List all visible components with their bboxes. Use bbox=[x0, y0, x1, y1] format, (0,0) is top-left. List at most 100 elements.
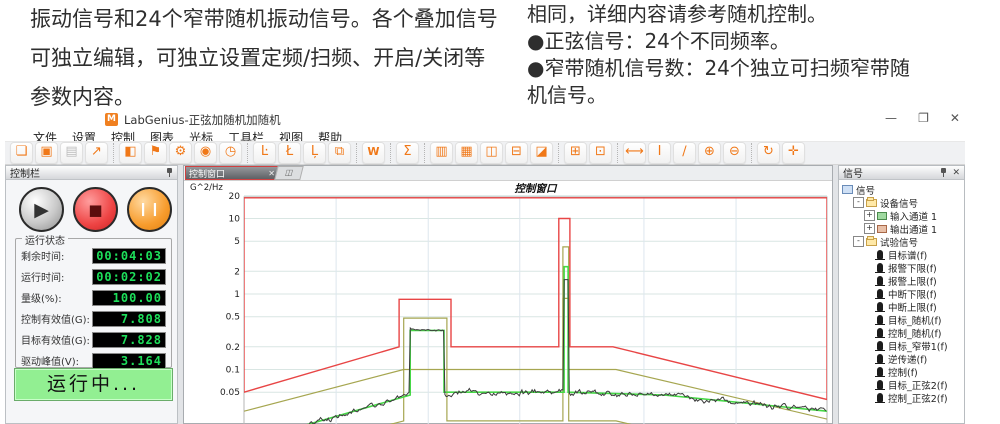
signal-icon bbox=[875, 289, 885, 299]
app-logo-icon: M bbox=[105, 113, 118, 126]
bar-view-3-icon[interactable]: ◫ bbox=[480, 142, 503, 164]
pin-icon[interactable] bbox=[166, 168, 173, 177]
status-field-row: 目标有效值(G): 7.828 bbox=[21, 329, 166, 350]
tree-item-label: 试验信号 bbox=[880, 237, 919, 249]
cursor-horizontal-icon[interactable]: ⟷ bbox=[623, 142, 646, 164]
bar-view-2-icon[interactable]: ▦ bbox=[455, 142, 478, 164]
tab-control-window[interactable]: 控制窗口 ✕ bbox=[185, 166, 279, 180]
signal-icon bbox=[875, 367, 885, 377]
grid-view-icon[interactable]: ⊟ bbox=[505, 142, 528, 164]
signal-icon bbox=[875, 341, 885, 351]
folder-icon bbox=[866, 196, 877, 207]
transport-buttons: ▶ ■ ❙❙ bbox=[19, 187, 177, 232]
stop-button[interactable]: ■ bbox=[73, 187, 118, 232]
level-1-icon[interactable]: Ŀ bbox=[253, 142, 276, 164]
channel-in-icon bbox=[877, 211, 887, 220]
toolbar-separator bbox=[751, 143, 752, 163]
tab-new-chart[interactable]: ◫ bbox=[274, 166, 304, 180]
toolbar-separator bbox=[390, 143, 391, 163]
tree-item[interactable]: 报警下限(f) bbox=[864, 261, 964, 275]
status-field-row: 控制有效值(G): 7.808 bbox=[21, 308, 166, 329]
slope-view-icon[interactable]: ◪ bbox=[530, 142, 553, 164]
pause-button[interactable]: ❙❙ bbox=[127, 187, 172, 232]
collapse-icon[interactable]: - bbox=[853, 197, 864, 208]
open-icon[interactable]: ▤ bbox=[60, 142, 83, 164]
tree-item[interactable]: 控制_正弦2(f) bbox=[864, 391, 964, 405]
tree-item[interactable]: 报警上限(f) bbox=[864, 274, 964, 288]
window-controls: — ❐ ✕ bbox=[885, 111, 960, 125]
signal-tree: 信号 - 设备信号 + 输入通道 1 + 输出通道 1- 试验信号 目标谱(f) 报警下限(f) 报… bbox=[839, 180, 964, 405]
signal-icon bbox=[875, 276, 885, 286]
probe-icon[interactable]: ◧ bbox=[119, 142, 142, 164]
signal-icon bbox=[875, 354, 885, 364]
play-button[interactable]: ▶ bbox=[19, 187, 64, 232]
status-field-row: 剩余时间: 00:04:03 bbox=[21, 245, 166, 266]
tree-item[interactable]: 目标_正弦2(f) bbox=[864, 378, 964, 392]
cursor-slope-icon[interactable]: ∕ bbox=[673, 142, 696, 164]
layout-single-icon[interactable]: ⊡ bbox=[589, 142, 612, 164]
close-icon[interactable]: ✕ bbox=[952, 167, 960, 178]
tree-item[interactable]: 目标谱(f) bbox=[864, 248, 964, 262]
refresh-icon[interactable]: ↻ bbox=[757, 142, 780, 164]
status-field-label: 目标有效值(G): bbox=[21, 336, 90, 347]
window-shape-icon[interactable]: ⧉ bbox=[328, 142, 351, 164]
zoom-out-icon[interactable]: ⊖ bbox=[723, 142, 746, 164]
tree-item[interactable]: + 输入通道 1 bbox=[864, 209, 964, 223]
toolbar-separator bbox=[113, 143, 114, 163]
collapse-icon[interactable]: - bbox=[853, 236, 864, 247]
tree-item-label: 目标_正弦2(f) bbox=[888, 380, 948, 392]
status-field-value: 00:04:03 bbox=[92, 247, 166, 264]
run-status-title: 运行状态 bbox=[22, 232, 68, 247]
signal-icon bbox=[875, 393, 885, 403]
cursor-vertical-icon[interactable]: I bbox=[648, 142, 671, 164]
tree-item[interactable]: + 输出通道 1 bbox=[864, 222, 964, 236]
close-button[interactable]: ✕ bbox=[949, 111, 960, 125]
export-icon[interactable]: ↗ bbox=[85, 142, 108, 164]
chart-tab-strip: 控制窗口 ✕ ◫ bbox=[184, 166, 832, 181]
tree-item[interactable]: 控制(f) bbox=[864, 365, 964, 379]
signal-icon bbox=[875, 250, 885, 260]
tab-close-icon[interactable]: ✕ bbox=[268, 168, 275, 178]
sum-sigma-icon[interactable]: Σ bbox=[396, 142, 419, 164]
expand-icon[interactable]: + bbox=[864, 223, 875, 234]
tree-item-label: 中断上限(f) bbox=[888, 302, 937, 314]
tree-item[interactable]: 中断下限(f) bbox=[864, 287, 964, 301]
tree-item[interactable]: 目标_窄带1(f) bbox=[864, 339, 964, 353]
disc-icon[interactable]: ◉ bbox=[194, 142, 217, 164]
tree-item-label: 信号 bbox=[856, 185, 876, 197]
schedule-clock-icon[interactable]: ◷ bbox=[219, 142, 242, 164]
tree-item[interactable]: 目标_随机(f) bbox=[864, 313, 964, 327]
status-field-label: 控制有效值(G): bbox=[21, 315, 90, 326]
status-field-value: 100.00 bbox=[92, 289, 166, 306]
document-line: 相同，详细内容请参考随机控制。 bbox=[527, 2, 827, 26]
tree-item[interactable]: 逆传递(f) bbox=[864, 352, 964, 366]
tree-item-label: 目标_窄带1(f) bbox=[888, 341, 948, 353]
expand-icon[interactable]: + bbox=[864, 210, 875, 221]
svg-text:0.05: 0.05 bbox=[220, 388, 240, 398]
new-file-icon[interactable]: ❏ bbox=[10, 142, 33, 164]
level-2-icon[interactable]: Ł bbox=[278, 142, 301, 164]
pin-icon[interactable] bbox=[940, 168, 947, 177]
settings-gear-icon[interactable]: ⚙ bbox=[169, 142, 192, 164]
bar-view-1-icon[interactable]: ▥ bbox=[430, 142, 453, 164]
word-report-icon[interactable]: W bbox=[362, 142, 385, 164]
running-status-button[interactable]: 运行中... bbox=[14, 368, 173, 401]
tree-item[interactable]: 控制_随机(f) bbox=[864, 326, 964, 340]
zoom-in-icon[interactable]: ⊕ bbox=[698, 142, 721, 164]
status-field-row: 量级(%): 100.00 bbox=[21, 287, 166, 308]
signal-icon bbox=[875, 315, 885, 325]
svg-text:10: 10 bbox=[229, 215, 241, 225]
layout-grid-icon[interactable]: ⊞ bbox=[564, 142, 587, 164]
fit-icon[interactable]: ✛ bbox=[782, 142, 805, 164]
restore-button[interactable]: ❐ bbox=[918, 111, 929, 125]
marker-icon[interactable]: ⚑ bbox=[144, 142, 167, 164]
tree-item[interactable]: 信号 bbox=[842, 183, 964, 197]
tree-item[interactable]: - 试验信号 bbox=[853, 235, 964, 249]
tree-item[interactable]: - 设备信号 bbox=[853, 196, 964, 210]
save-icon[interactable]: ▣ bbox=[35, 142, 58, 164]
tree-item[interactable]: 中断上限(f) bbox=[864, 300, 964, 314]
window-titlebar: M LabGenius-正弦加随机加随机 bbox=[105, 112, 281, 127]
tree-item-label: 报警下限(f) bbox=[888, 263, 937, 275]
minimize-button[interactable]: — bbox=[885, 111, 897, 125]
level-3-icon[interactable]: Ļ bbox=[303, 142, 326, 164]
